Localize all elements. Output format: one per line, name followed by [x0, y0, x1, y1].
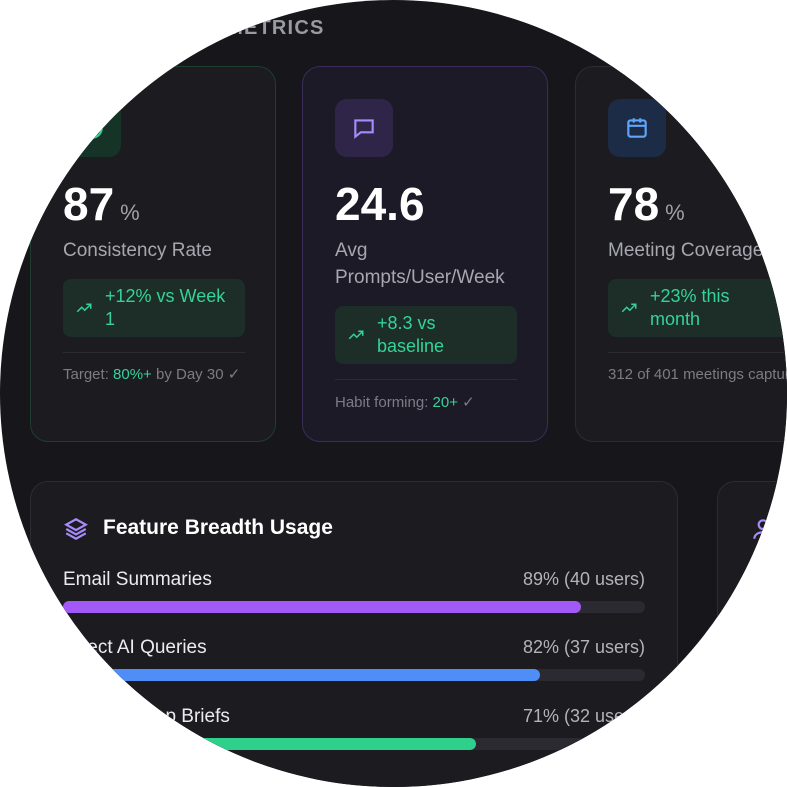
calendar-icon	[608, 99, 666, 157]
metric-label: Consistency Rate	[63, 240, 212, 261]
usage-bar-track	[63, 601, 645, 613]
feature-breadth-panel: Feature Breadth Usage Email Summaries 89…	[30, 481, 678, 787]
trend-text: +8.3 vs baseline	[377, 313, 445, 356]
feature-label: Direct AI Queries	[63, 637, 207, 658]
metric-unit: %	[120, 200, 140, 225]
metric-value: 24.6	[335, 178, 425, 230]
usage-bar-fill	[63, 669, 541, 681]
trend-text: +23% this month	[650, 286, 730, 329]
user-icon	[750, 516, 776, 547]
trend-up-icon	[621, 303, 637, 313]
feature-label: Meeting Prep Briefs	[63, 706, 230, 727]
feature-value: 82% (37 users)	[522, 637, 645, 657]
divider	[608, 352, 787, 353]
metric-label: Meeting Coverage	[608, 240, 764, 261]
feature-value: 71% (32 users)	[522, 706, 645, 726]
divider	[335, 379, 517, 380]
metric-label: Avg Prompts/User/Week	[335, 240, 505, 288]
card-footnote: Habit forming: 20+ ✓	[335, 394, 475, 411]
divider	[63, 352, 245, 353]
chat-bubble-icon	[335, 99, 393, 157]
secondary-panel	[717, 481, 787, 787]
usage-bar-fill	[63, 738, 477, 750]
card-footnote: Target: 80%+ by Day 30 ✓	[63, 366, 241, 383]
trend-badge: +23% this month	[608, 279, 787, 337]
trend-up-icon	[348, 330, 364, 340]
target-icon	[63, 99, 121, 157]
metric-value: 87%	[63, 178, 140, 230]
panel-title: Feature Breadth Usage	[103, 516, 333, 539]
feature-label: Email Summaries	[63, 569, 212, 590]
metric-card-consistency: 87% Consistency Rate +12% vs Week 1 Targ…	[30, 66, 276, 442]
metric-value: 78%	[608, 178, 685, 230]
trend-badge: +8.3 vs baseline	[335, 306, 517, 364]
section-title: ENGAGEMENT METRICS	[64, 17, 325, 39]
metric-card-prompts: 24.6 Avg Prompts/User/Week +8.3 vs basel…	[302, 66, 548, 442]
usage-bar-track	[63, 669, 645, 681]
usage-bar-fill	[63, 601, 581, 613]
trend-text: +12% vs Week 1	[105, 286, 226, 329]
usage-bar-track	[63, 738, 645, 750]
feature-value: 89% (40 users)	[522, 569, 645, 589]
trend-up-icon	[76, 303, 92, 313]
metric-card-meetings: 78% Meeting Coverage +23% this month 312…	[575, 66, 787, 442]
layers-icon	[63, 516, 89, 547]
card-footnote: 312 of 401 meetings captured	[608, 366, 787, 383]
metric-unit: %	[665, 200, 685, 225]
trend-badge: +12% vs Week 1	[63, 279, 245, 337]
